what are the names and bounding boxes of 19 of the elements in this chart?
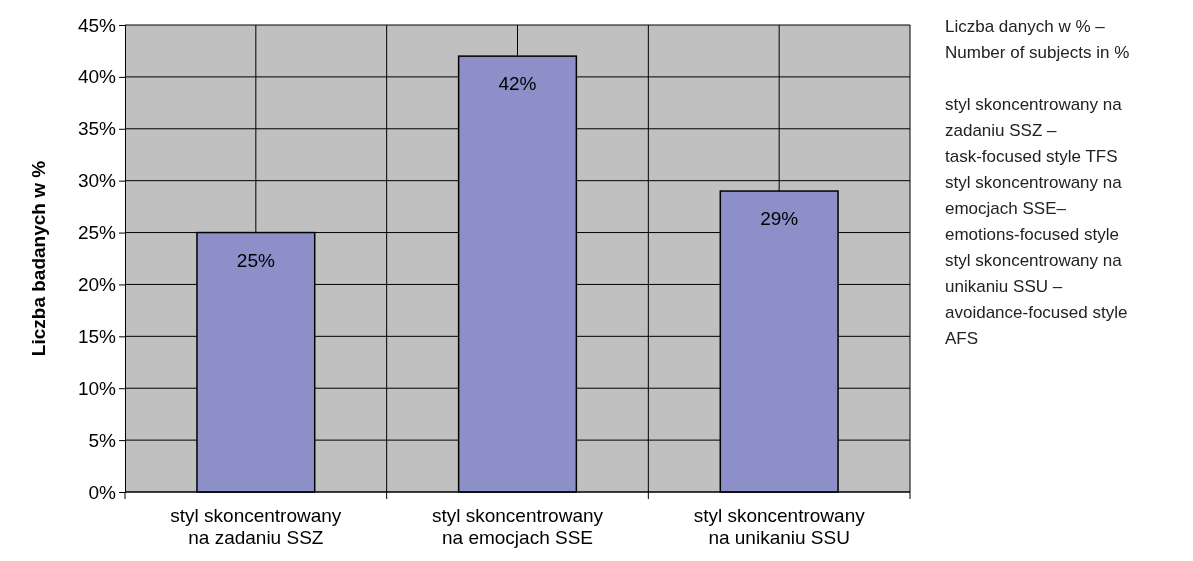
y-tick-label: 35% <box>77 118 117 140</box>
y-tick-label: 20% <box>77 274 117 296</box>
y-tick-label: 10% <box>77 377 117 399</box>
y-tick-label: 0% <box>88 481 117 503</box>
y-axis-title: Liczba badanych w % <box>28 160 49 357</box>
text: Liczba danych w % – Number of subjects in % <box>945 17 1130 62</box>
y-tick-label: 15% <box>77 325 117 347</box>
x-tick-label: styl skoncentrowany na emocjach SSE <box>431 505 604 548</box>
y-tick-label: 30% <box>77 170 117 192</box>
text: styl skoncentrowany na unikaniu SSU – avoidance-focused style AFS <box>945 251 1128 348</box>
y-tick-label: 25% <box>77 222 117 244</box>
y-tick-label: 5% <box>88 429 117 451</box>
x-tick-label: styl skoncentrowany na zadaniu SSZ <box>170 505 342 548</box>
data-label: 29% <box>760 208 799 230</box>
data-label: 25% <box>236 249 275 271</box>
data-label: 42% <box>498 73 537 95</box>
x-tick-label: styl skoncentrowany na unikaniu SSU <box>693 505 866 548</box>
y-tick-label: 45% <box>77 14 117 36</box>
y-tick-label: 40% <box>77 66 117 88</box>
